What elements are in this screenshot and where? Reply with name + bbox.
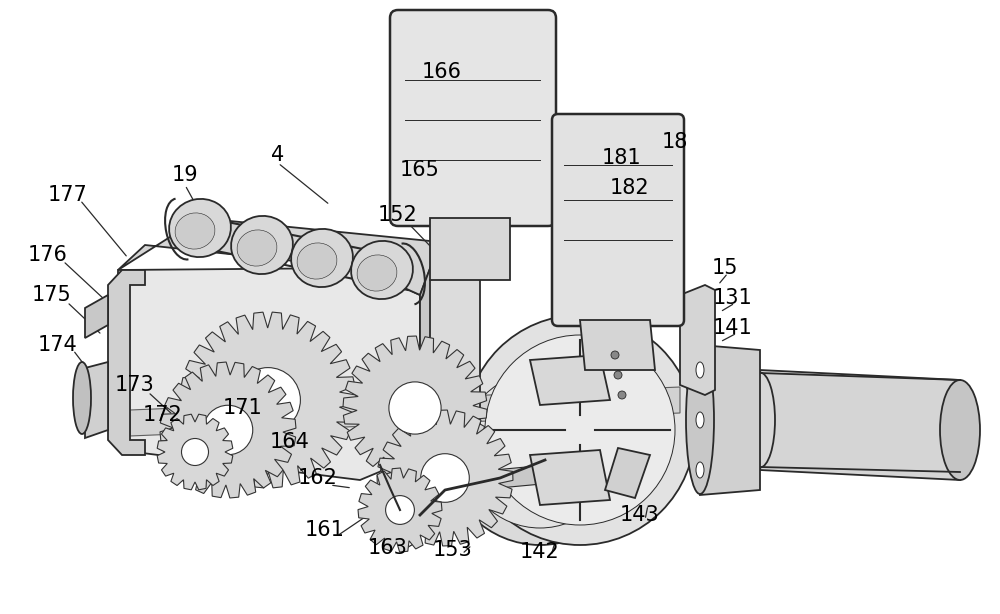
Polygon shape [160,362,296,498]
Text: 165: 165 [400,160,440,180]
Ellipse shape [237,230,277,266]
Circle shape [611,351,619,359]
Circle shape [203,405,253,455]
Ellipse shape [291,229,353,287]
Text: 142: 142 [520,542,560,562]
Ellipse shape [231,216,293,274]
Text: 161: 161 [305,520,345,540]
Text: 172: 172 [143,405,183,425]
Circle shape [462,372,618,528]
Polygon shape [130,387,680,436]
Ellipse shape [73,362,91,434]
Text: 176: 176 [28,245,68,265]
Circle shape [465,315,695,545]
Polygon shape [343,336,487,480]
Text: 174: 174 [38,335,78,355]
Polygon shape [530,355,610,405]
Text: 181: 181 [602,148,642,168]
Ellipse shape [175,213,215,249]
Circle shape [614,371,622,379]
Circle shape [445,355,635,545]
Polygon shape [85,362,108,438]
Polygon shape [180,312,356,488]
Circle shape [421,454,469,502]
Text: 162: 162 [298,468,338,488]
Circle shape [386,495,414,524]
Text: 175: 175 [32,285,72,305]
Circle shape [485,335,675,525]
Text: 131: 131 [713,288,753,308]
Polygon shape [118,268,420,480]
Text: 182: 182 [610,178,650,198]
Text: 173: 173 [115,375,155,395]
Text: 152: 152 [378,205,418,225]
FancyBboxPatch shape [552,114,684,326]
Ellipse shape [297,243,337,279]
Ellipse shape [696,362,704,378]
Ellipse shape [696,462,704,478]
Polygon shape [358,468,442,552]
Polygon shape [118,218,440,295]
Text: 164: 164 [270,432,310,452]
Polygon shape [760,370,960,480]
Text: 163: 163 [368,538,408,558]
Polygon shape [108,270,145,455]
Polygon shape [700,345,760,495]
Circle shape [182,438,208,465]
Text: 19: 19 [172,165,198,185]
FancyBboxPatch shape [390,10,556,226]
Text: 141: 141 [713,318,753,338]
Ellipse shape [357,255,397,291]
Polygon shape [580,320,655,370]
Polygon shape [430,270,480,465]
Text: 153: 153 [433,540,473,560]
Ellipse shape [351,241,413,299]
Ellipse shape [686,346,714,494]
Circle shape [236,368,300,432]
Ellipse shape [745,373,775,467]
Ellipse shape [169,199,231,257]
Text: 177: 177 [48,185,88,205]
Ellipse shape [940,380,980,480]
Text: 166: 166 [422,62,462,82]
Polygon shape [530,450,610,505]
Circle shape [389,382,441,434]
Circle shape [618,391,626,399]
Text: 171: 171 [223,398,263,418]
Polygon shape [680,285,715,395]
Text: 15: 15 [712,258,738,278]
Polygon shape [605,320,650,370]
Polygon shape [430,218,510,280]
Polygon shape [440,462,585,493]
Polygon shape [377,410,513,546]
Text: 4: 4 [271,145,285,165]
Polygon shape [605,448,650,498]
Polygon shape [85,295,108,338]
Polygon shape [157,414,233,490]
Ellipse shape [696,412,704,428]
Text: 143: 143 [620,505,660,525]
Polygon shape [420,242,440,455]
Text: 18: 18 [662,132,688,152]
